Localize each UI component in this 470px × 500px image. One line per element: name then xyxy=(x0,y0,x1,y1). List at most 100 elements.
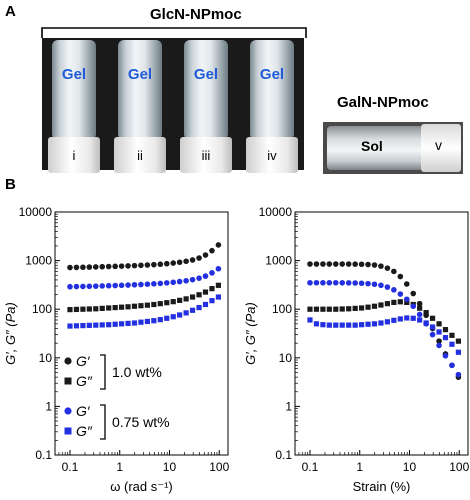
strain-x-tick-label: 1 xyxy=(356,460,363,474)
legend-entry: G″ xyxy=(76,423,93,439)
freq-point xyxy=(138,303,144,309)
freq-point xyxy=(118,263,125,269)
freq-point xyxy=(99,283,106,289)
strain-y-tick-label: 1 xyxy=(285,399,292,413)
strain-point xyxy=(371,262,378,268)
sol-vial-number: v xyxy=(435,137,442,153)
freq-point xyxy=(164,315,170,321)
freq-point xyxy=(106,322,112,328)
strain-x-tick-label: 0.1 xyxy=(302,460,319,474)
strain-point xyxy=(346,306,352,312)
freq-point xyxy=(209,247,215,254)
legend-bracket xyxy=(100,354,106,390)
freq-point xyxy=(196,304,202,311)
freq-point xyxy=(99,305,105,311)
freq-point xyxy=(99,263,106,270)
freq-point xyxy=(151,301,157,308)
freq-point xyxy=(176,259,183,266)
freq-point xyxy=(73,264,80,271)
strain-point xyxy=(345,280,352,286)
freq-point xyxy=(215,265,222,272)
panel-b-letter: B xyxy=(5,176,16,193)
sol-vial-state: Sol xyxy=(361,138,383,154)
freq-point xyxy=(86,306,92,312)
freq-point xyxy=(73,323,80,329)
legend-marker xyxy=(64,407,72,415)
freq-point xyxy=(80,322,86,329)
freq-x-tick-label: 0.1 xyxy=(62,460,79,474)
freq-point xyxy=(106,305,112,311)
freq-point xyxy=(99,322,105,328)
strain-point xyxy=(307,306,313,312)
vial-iii-state: Gel xyxy=(193,66,219,83)
strain-point xyxy=(423,310,429,316)
strain-point xyxy=(365,261,371,268)
strain-point xyxy=(333,306,339,312)
freq-point xyxy=(151,281,157,287)
strain-point xyxy=(384,301,391,307)
strain-point xyxy=(365,321,371,327)
strain-frame xyxy=(294,211,469,456)
sol-vial-photo: Sol v xyxy=(323,122,463,174)
legend-entry: G″ xyxy=(76,373,93,389)
freq-point xyxy=(157,261,164,268)
freq-point xyxy=(202,252,209,258)
strain-point xyxy=(410,315,416,321)
freq-point xyxy=(170,314,176,320)
vial-iv: Gel iv xyxy=(246,40,298,173)
strain-x-axis-label: Strain (%) xyxy=(353,479,411,494)
strain-point xyxy=(384,265,391,271)
strain-point xyxy=(436,321,442,327)
strain-point xyxy=(403,281,410,287)
strain-point xyxy=(332,279,339,286)
freq-point xyxy=(138,262,144,269)
strain-point xyxy=(429,315,436,321)
freq-point xyxy=(215,242,222,248)
freq-point xyxy=(67,264,73,271)
freq-point xyxy=(93,306,99,312)
legend-bracket xyxy=(100,404,106,440)
freq-point xyxy=(183,277,189,284)
strain-point xyxy=(352,280,358,286)
strain-point xyxy=(313,321,320,327)
freq-point xyxy=(202,273,209,279)
strain-point xyxy=(307,317,313,323)
vial-ii-number: ii xyxy=(137,148,143,163)
freq-point xyxy=(183,310,189,316)
strain-point xyxy=(371,281,378,288)
freq-point xyxy=(138,281,144,288)
strain-y-axis-label: G′, G″ (Pa) xyxy=(243,302,258,365)
strain-point xyxy=(397,291,404,297)
freq-point xyxy=(196,275,202,281)
freq-point xyxy=(189,276,196,283)
freq-x-tick-label: 10 xyxy=(163,460,177,474)
strain-point xyxy=(358,322,365,328)
freq-point xyxy=(131,303,138,309)
freq-point xyxy=(215,294,222,300)
strain-point xyxy=(320,322,326,328)
strain-point xyxy=(313,306,320,312)
freq-point xyxy=(170,260,177,266)
freq-point xyxy=(151,318,157,324)
strain-point xyxy=(416,311,423,318)
freq-point xyxy=(144,262,151,268)
strain-point xyxy=(455,338,462,344)
freq-point xyxy=(189,307,196,313)
freq-point xyxy=(131,281,138,288)
vial-ii-state: Gel xyxy=(127,66,153,83)
freq-point xyxy=(80,264,86,271)
strain-point xyxy=(455,349,462,355)
strain-point xyxy=(358,261,365,268)
vial-iii: Gel iii xyxy=(180,40,232,173)
strain-point xyxy=(449,362,455,369)
strain-point xyxy=(352,305,358,311)
strain-point xyxy=(410,303,417,310)
freq-y-tick-label: 1 xyxy=(45,399,52,413)
strain-point xyxy=(384,284,391,290)
strain-point xyxy=(391,268,397,275)
strain-point xyxy=(391,299,397,306)
vial-iii-number: iii xyxy=(201,148,211,163)
strain-point xyxy=(307,279,313,286)
strain-point xyxy=(333,322,339,328)
freq-y-tick-label: 100 xyxy=(32,302,52,316)
